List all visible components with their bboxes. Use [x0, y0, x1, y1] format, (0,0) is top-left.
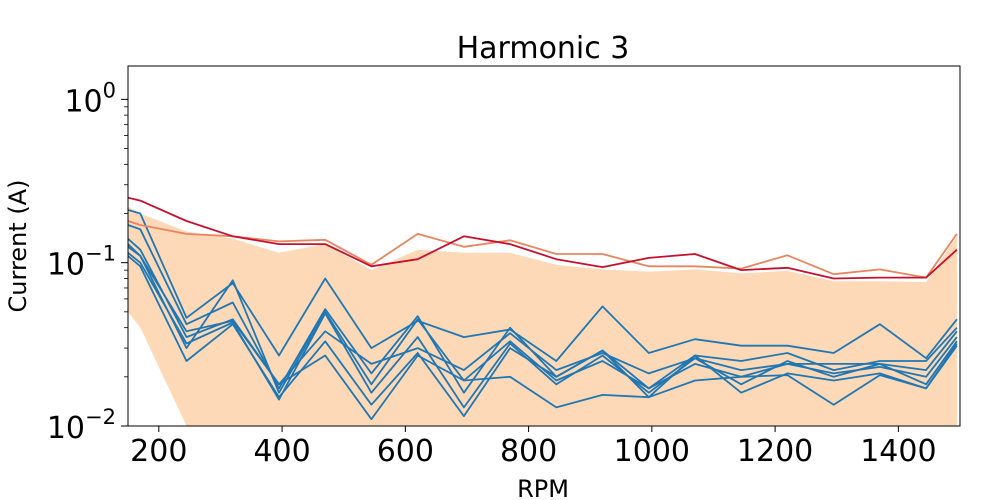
plot-frame [127, 65, 961, 427]
x-tick-label: 1000 [614, 434, 690, 469]
y-axis-title: Current (A) [4, 180, 32, 313]
series-line-3 [128, 209, 958, 362]
x-tick-label: 800 [500, 434, 557, 469]
y-axis: 10−2 10−1 100 [47, 78, 128, 446]
y-tick-label: 100 [64, 78, 116, 119]
x-axis-title: RPM [517, 475, 569, 500]
series-line-9 [128, 243, 958, 421]
x-tick-label: 400 [253, 434, 310, 469]
y-tick-label: 10−1 [47, 242, 116, 283]
x-tick-label: 600 [377, 434, 434, 469]
x-tick-label: 1200 [737, 434, 813, 469]
series-line-8 [128, 255, 958, 417]
chart-title: Harmonic 3 [457, 31, 630, 66]
x-axis: 200 400 600 800 1000 1200 1400 [130, 426, 937, 469]
x-tick-label: 1400 [860, 434, 936, 469]
x-tick-label: 200 [130, 434, 187, 469]
plot-area [128, 196, 958, 426]
series-line-1 [128, 196, 958, 280]
range-band [128, 206, 957, 426]
series-line-6 [128, 246, 958, 394]
y-tick-label: 10−2 [47, 405, 116, 446]
plot-content [128, 196, 958, 426]
